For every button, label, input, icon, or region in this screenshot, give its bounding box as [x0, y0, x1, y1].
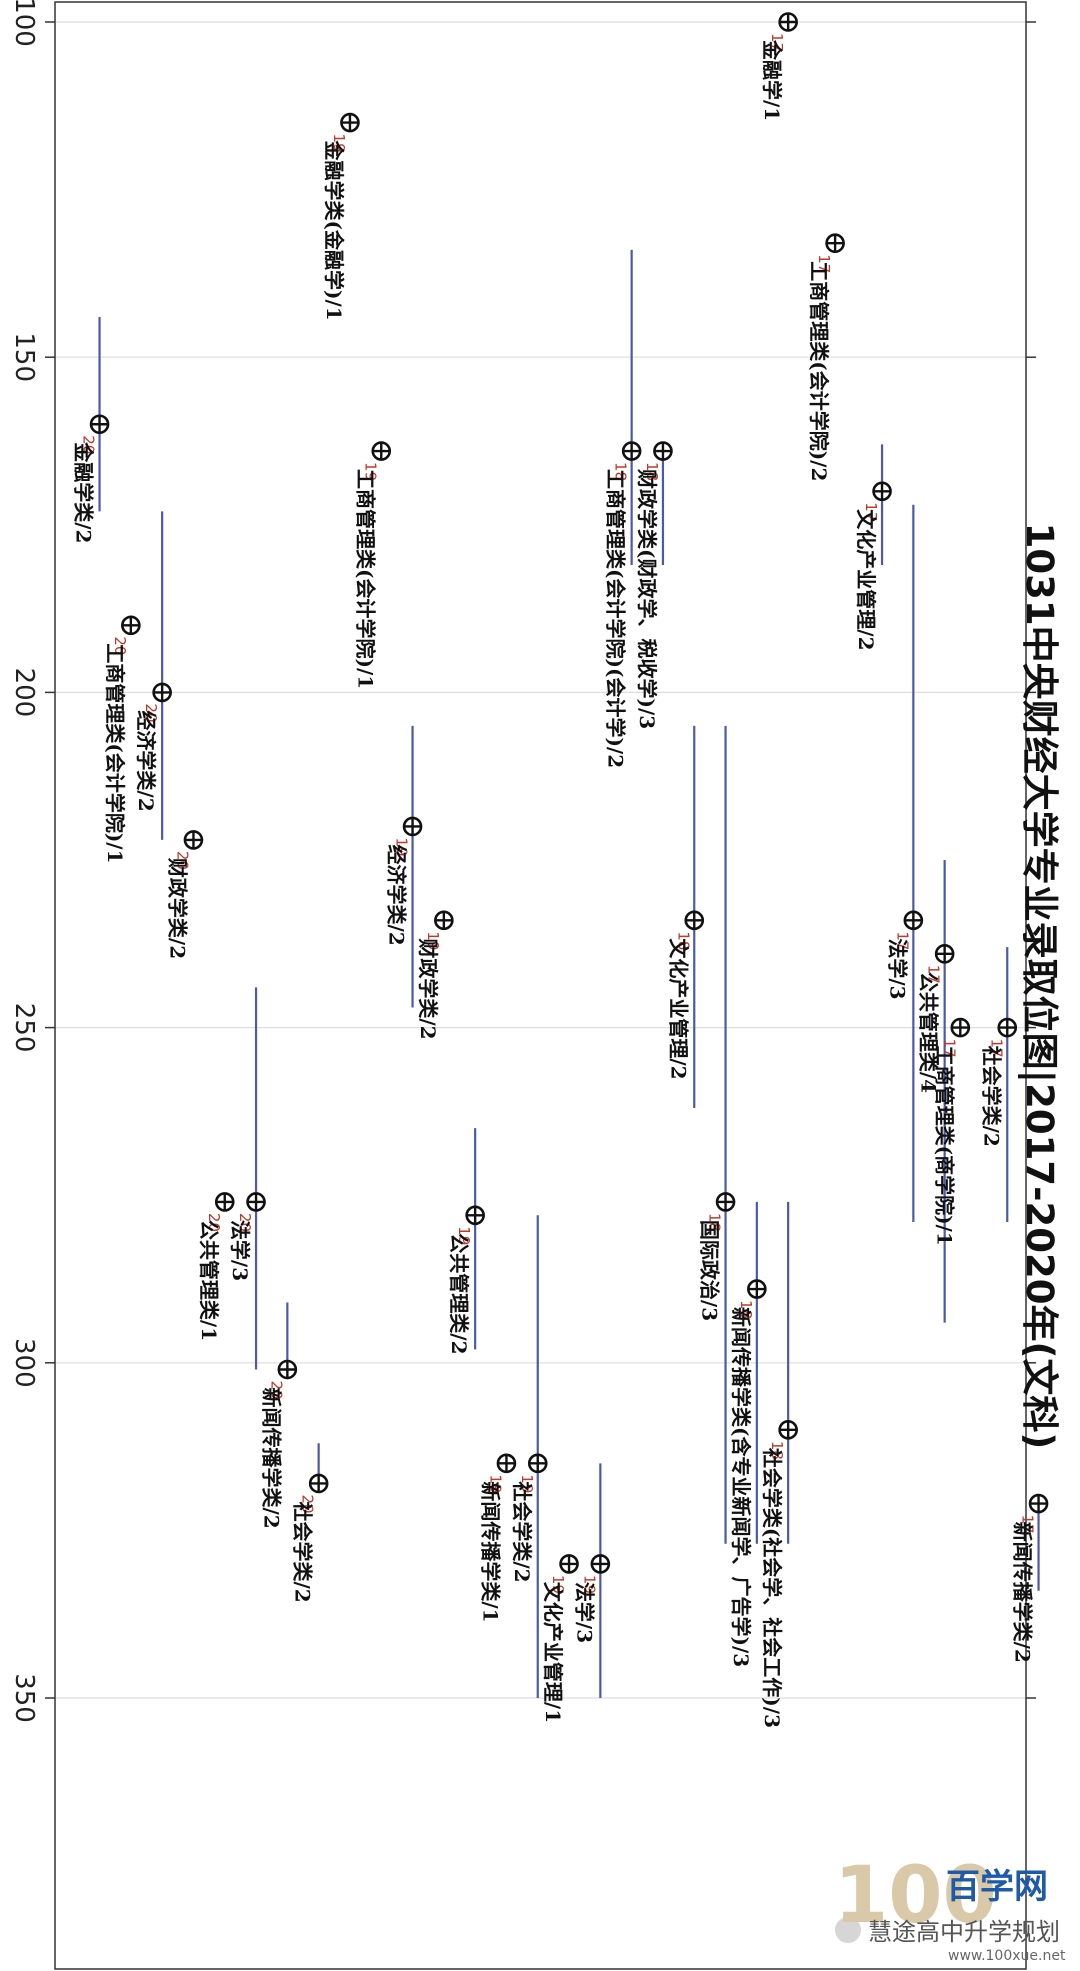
watermark-logo-number: 100 [834, 1851, 997, 1941]
watermark-caption: 慧途高中升学规划 [868, 1918, 1060, 1946]
point-year-label: 18 [706, 1213, 724, 1232]
point-year-label: 20 [236, 1213, 254, 1232]
point-year-label: 18 [612, 462, 630, 481]
point-label: 财政学类/2 [165, 858, 189, 959]
point-year-label: 19 [330, 134, 348, 153]
point-year-label: 17 [862, 502, 880, 521]
point-label: 法学/3 [885, 938, 909, 999]
point-label: 财政学类/2 [416, 938, 440, 1039]
point-year-label: 17 [815, 254, 833, 273]
point-year-label: 19 [518, 1474, 536, 1493]
point-label: 工商管理类(商学院)/1 [932, 1046, 956, 1246]
plot-frame [54, 1, 1027, 1970]
point-year-label: 19 [549, 1575, 567, 1594]
point-label: 金融学类/2 [72, 441, 96, 543]
point-label: 公共管理类/1 [197, 1220, 221, 1341]
point-year-label: 17 [1019, 1515, 1037, 1534]
point-label: 社会学类/2 [291, 1500, 315, 1602]
tick-label: 300 [9, 1338, 39, 1388]
point-year-label: 20 [173, 851, 191, 870]
point-label: 新闻传播学类/2 [259, 1388, 283, 1529]
point-label: 工商管理类(会计学院)/1 [103, 643, 127, 863]
watermark-logo-text: 百学网 [946, 1867, 1048, 1907]
grid-layer [55, 21, 1026, 1699]
point-year-label: 19 [580, 1575, 598, 1594]
point-label: 金融学类(金融学)/1 [322, 140, 346, 321]
point-year-label: 17 [925, 965, 943, 984]
point-label: 法学/3 [228, 1220, 252, 1281]
point-year-label: 19 [393, 837, 411, 856]
watermark-url: www.100xue.net [948, 1948, 1066, 1964]
point-label: 社会学类/2 [510, 1480, 534, 1582]
point-label: 国际政治/3 [698, 1220, 722, 1321]
point-label: 经济学类/2 [385, 844, 409, 945]
tick-label: 250 [9, 1003, 39, 1053]
tick-label: 200 [9, 668, 39, 718]
point-year-label: 17 [987, 1039, 1005, 1058]
point-label: 工商管理类(会计学院)(会计学)/2 [604, 469, 628, 768]
tick-label: 350 [9, 1673, 39, 1723]
point-year-label: 17 [893, 931, 911, 950]
point-label: 新闻传播学类/1 [478, 1481, 502, 1622]
point-label: 新闻传播学类/2 [1011, 1522, 1035, 1663]
point-year-label: 20 [80, 435, 98, 454]
point-label: 文化产业管理/2 [854, 509, 878, 650]
point-label: 经济学类/2 [134, 710, 158, 811]
point-label: 法学/3 [572, 1582, 596, 1643]
point-label: 新闻传播学类(含专业新闻学、广告学)/3 [729, 1307, 753, 1667]
wechat-icon [835, 1917, 861, 1943]
watermark-logo: 100 百学网 慧途高中升学规划 www.100xue.net [834, 1851, 1066, 1964]
value-axis: 100 150 200 250 300 350 [9, 0, 1036, 1970]
point-label: 财政学类(财政学、税收学)/3 [635, 469, 659, 729]
point-label: 公共管理类/4 [917, 972, 941, 1093]
chart-title: 1031中央财经大学专业录取位图|2017-2020年(文科) [1018, 522, 1061, 1450]
point-label: 社会学类(社会学、社会工作)/3 [760, 1447, 784, 1728]
point-year-label: 20 [299, 1494, 317, 1513]
tick-label: 150 [9, 332, 39, 382]
point-label: 工商管理类(会计学院)/1 [353, 469, 377, 689]
tick-label: 100 [9, 0, 39, 47]
point-year-label: 19 [486, 1474, 504, 1493]
point-year-label: 18 [643, 462, 661, 481]
point-label: 工商管理类(会计学院)/2 [807, 261, 831, 481]
point-year-label: 19 [361, 462, 379, 481]
point-year-label: 18 [674, 931, 692, 950]
point-label: 社会学类/2 [979, 1045, 1003, 1147]
point-year-label: 20 [111, 636, 129, 655]
point-year-label: 19 [424, 931, 442, 950]
point-year-label: 18 [768, 1441, 786, 1460]
point-year-label: 20 [267, 1381, 285, 1400]
point-year-label: 20 [142, 703, 160, 722]
point-year-label: 17 [940, 1039, 958, 1058]
point-label: 文化产业管理/2 [666, 938, 690, 1079]
point-year-label: 19 [455, 1226, 473, 1245]
point-label: 公共管理类/2 [447, 1233, 471, 1354]
point-label: 文化产业管理/1 [541, 1582, 565, 1723]
point-year-label: 20 [205, 1213, 223, 1232]
point-year-label: 18 [737, 1300, 755, 1319]
point-year-label: 17 [768, 33, 786, 52]
point-label: 金融学/1 [760, 39, 784, 121]
